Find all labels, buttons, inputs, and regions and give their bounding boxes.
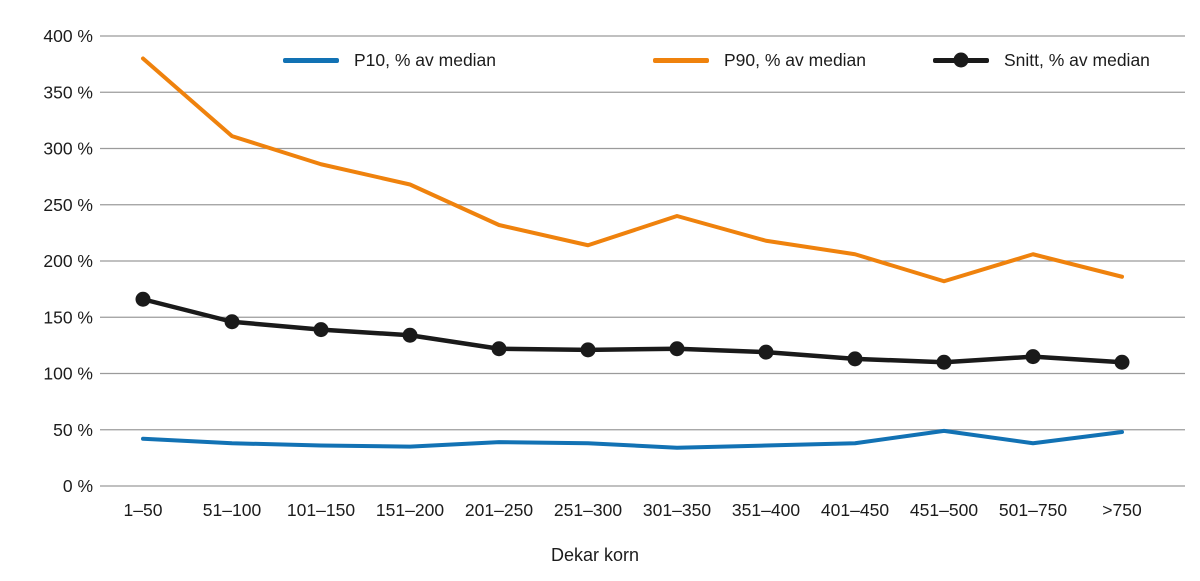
y-axis-tick-label: 300 % [43, 139, 93, 159]
data-point-marker [758, 344, 774, 360]
data-point-marker [580, 342, 596, 358]
x-axis-tick-label: 201–250 [465, 500, 533, 520]
x-axis-tick-label: 101–150 [287, 500, 355, 520]
y-axis-tick-label: 0 % [63, 476, 93, 496]
data-point-marker [1025, 349, 1041, 365]
y-axis-tick-label: 250 % [43, 195, 93, 215]
data-point-marker [847, 351, 863, 367]
y-axis-tick-label: 100 % [43, 364, 93, 384]
data-point-marker [313, 322, 329, 338]
data-point-marker [669, 341, 685, 357]
data-point-marker [402, 327, 418, 343]
x-axis-tick-label: 401–450 [821, 500, 889, 520]
x-axis-tick-label: 451–500 [910, 500, 978, 520]
data-point-marker [491, 341, 507, 357]
x-axis-title: Dekar korn [550, 545, 640, 565]
y-axis-tick-label: 50 % [53, 420, 93, 440]
x-axis-tick-label: 351–400 [732, 500, 800, 520]
data-point-marker [936, 354, 952, 370]
x-axis-tick-label: >750 [1102, 500, 1142, 520]
series-line-p10 [141, 428, 1124, 450]
x-axis-tick-label: 501–750 [999, 500, 1067, 520]
data-point-marker [135, 291, 151, 307]
x-axis-tick-label: 251–300 [554, 500, 622, 520]
y-axis-tick-label: 400 % [43, 26, 93, 46]
data-point-marker [224, 314, 240, 330]
series-line-p90 [141, 56, 1124, 284]
x-axis-tick-label: 151–200 [376, 500, 444, 520]
x-axis-tick-label: 301–350 [643, 500, 711, 520]
x-axis-tick-label: 1–50 [124, 500, 163, 520]
y-axis-tick-label: 350 % [43, 82, 93, 102]
data-point-marker [1114, 354, 1130, 370]
y-axis-tick-label: 150 % [43, 307, 93, 327]
x-axis-tick-label: 51–100 [203, 500, 262, 520]
y-axis-tick-label: 200 % [43, 251, 93, 271]
series-line-snitt [140, 297, 1125, 365]
